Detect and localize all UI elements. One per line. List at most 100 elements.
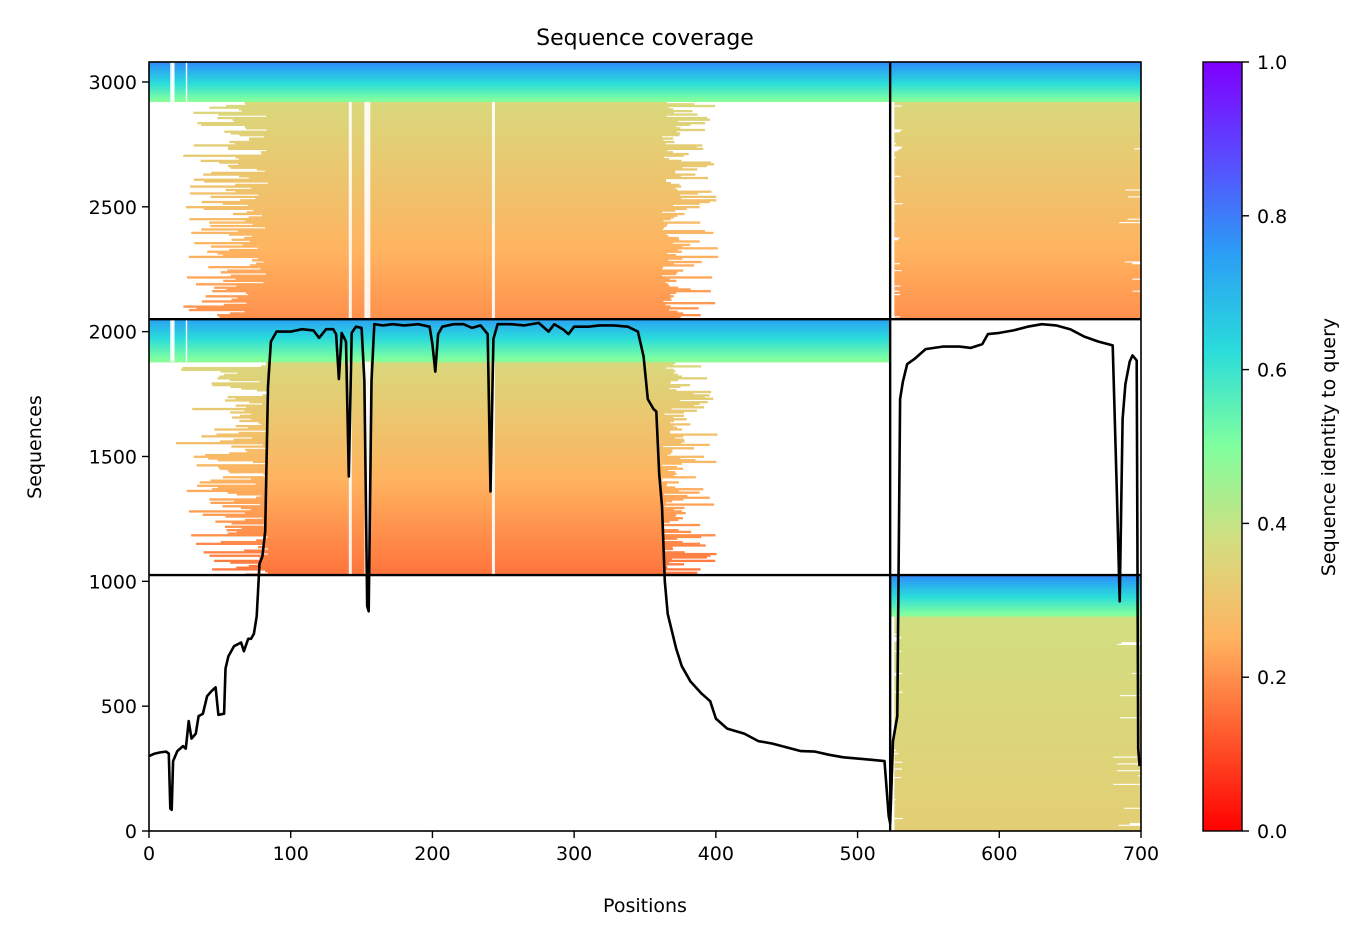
heatmap-row [210,479,663,482]
heatmap-row [894,786,1141,789]
heatmap-row [894,766,1141,769]
heatmap-row [238,163,715,166]
heatmap-row [894,750,1141,754]
heatmap-row [218,465,678,469]
heatmap-row [201,200,710,204]
heatmap-row [895,199,1141,202]
heatmap-row [181,368,674,371]
heatmap-row [149,63,891,67]
x-tick-label: 200 [414,843,450,865]
y-tick-label: 1500 [89,446,137,468]
heatmap-row [149,336,891,339]
heatmap-row [240,506,685,510]
heatmap-row [894,190,1141,193]
heatmap-row [894,822,1130,825]
heatmap-row [894,718,1141,721]
gap-column [493,361,495,576]
heatmap-row [894,173,1141,176]
heatmap-row [149,67,891,70]
heatmap-row [149,75,891,79]
heatmap-row [264,544,706,547]
heatmap-row [890,593,1141,597]
heatmap-row [149,87,891,91]
heatmap-row [894,779,1141,783]
heatmap-row [209,554,711,557]
heatmap-row [894,288,1141,291]
heatmap-row [890,600,1141,603]
heatmap-row [256,539,664,542]
gap-column [185,62,188,102]
heatmap-row [149,99,891,103]
heatmap-row [894,800,1141,803]
y-tick-label: 500 [101,696,137,718]
heatmap-row [901,104,1141,108]
heatmap-row [249,401,708,404]
heatmap-row [890,63,1141,67]
heatmap-row [894,257,1141,260]
heatmap-row [211,171,676,175]
heatmap-row [241,527,665,530]
heatmap-row [149,334,891,337]
coverage-line [149,321,1141,825]
heatmap-row [236,566,668,569]
heatmap-row [191,231,714,235]
heatmap-row [894,302,1141,305]
heatmap-row [223,373,679,377]
heatmap-row [894,660,1141,663]
heatmap-row [231,445,664,448]
heatmap-row [210,501,666,505]
heatmap-row [227,147,704,151]
heatmap-row [233,438,685,441]
heatmap-row [231,298,672,301]
x-tick-label: 600 [981,843,1017,865]
heatmap-row [894,178,1141,181]
heatmap-row [894,233,1141,236]
heatmap-row [894,706,1141,709]
heatmap-row [244,219,664,223]
heatmap-row [899,290,1133,293]
heatmap-row [257,257,683,260]
heatmap-row [894,235,1141,238]
heatmap-row [197,484,667,487]
heatmap-row [183,154,684,157]
heatmap-row [894,720,1141,723]
heatmap-row [894,266,1141,269]
x-axis: 0 100 200 300 400 500 600 700 [143,831,1159,865]
heatmap-row [894,182,1141,185]
heatmap-blocks [149,62,1141,831]
heatmap-row [894,624,1141,627]
heatmap-row [235,397,714,400]
heatmap-row [210,245,683,248]
heatmap-row [182,366,666,370]
y-tick-label: 2500 [89,197,137,219]
heatmap-row [894,721,1141,725]
heatmap-row [894,240,1141,243]
heatmap-row [265,272,676,276]
heatmap-row [890,89,1141,92]
gap-column [185,319,188,362]
heatmap-row [223,279,677,283]
heatmap-row [245,511,686,515]
heatmap-row [259,558,673,561]
heatmap-row [217,377,708,380]
heatmap-row [238,108,674,111]
heatmap-row [900,147,1135,151]
heatmap-row [228,164,707,168]
heatmap-row [894,103,1141,106]
heatmap-row [191,534,716,537]
heatmap-row [149,320,891,324]
heatmap-row [901,269,1141,272]
heatmap-row [894,754,1141,757]
heatmap-row [219,375,683,378]
heatmap-row [894,271,1141,274]
heatmap-row [895,798,1141,801]
heatmap-row [894,788,1141,791]
heatmap-row [894,194,1141,197]
heatmap-row [248,176,708,180]
heatmap-row [890,592,1141,595]
heatmap-row [214,428,683,431]
heatmap-row [235,156,664,159]
heatmap-row [246,211,663,214]
heatmap-row [894,711,1141,714]
heatmap-row [223,303,666,307]
